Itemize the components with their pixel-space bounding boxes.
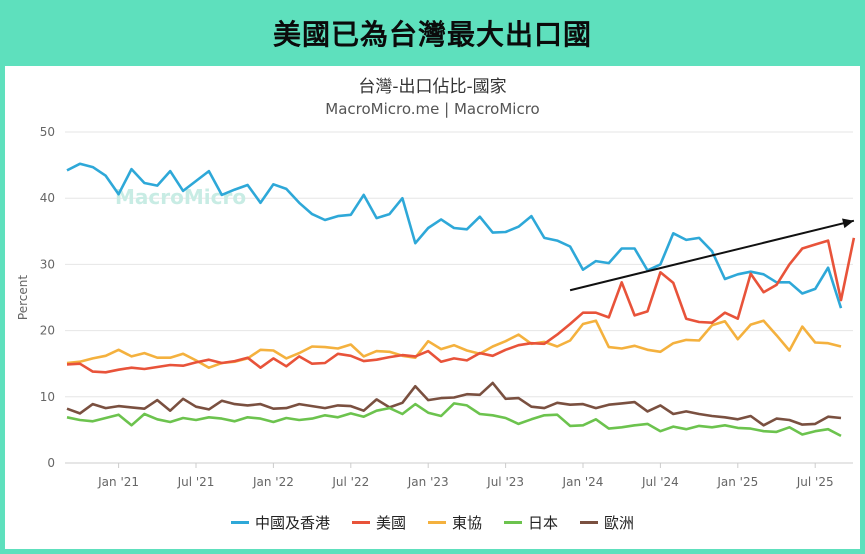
grid: 0 10 20 30 40 50 Jan '21 Jul '21 Jan '22 Jul '22 J… <box>40 125 853 489</box>
legend-label: 中國及香港 <box>254 514 330 532</box>
trend-arrow-head <box>842 218 854 229</box>
x-tick-label: Jan '23 <box>407 475 449 489</box>
x-tick-label: Jan '24 <box>562 475 604 489</box>
y-tick-label: 0 <box>47 456 55 470</box>
legend-label: 日本 <box>528 514 559 532</box>
chart-subtitle: MacroMicro.me | MacroMicro <box>325 100 540 118</box>
annotation-layer <box>569 218 855 292</box>
y-tick-label: 20 <box>40 324 55 338</box>
chart-title: 台灣-出口佔比-國家 <box>358 77 507 97</box>
legend-label: 美國 <box>375 514 406 532</box>
legend-swatch <box>427 521 446 524</box>
y-axis-label: Percent <box>16 275 30 320</box>
x-tick-label: Jul '23 <box>486 475 524 489</box>
x-tick-label: Jul '22 <box>331 475 369 489</box>
legend-swatch <box>351 521 370 524</box>
x-tick-label: Jul '24 <box>641 475 679 489</box>
trend-arrow-line <box>569 219 855 292</box>
legend-label: 東協 <box>451 514 482 532</box>
legend-item-4[interactable]: 歐洲 <box>580 512 634 533</box>
series-layer <box>66 162 856 438</box>
legend-item-2[interactable]: 東協 <box>427 512 482 533</box>
x-tick-label: Jan '21 <box>97 475 139 489</box>
legend-swatch <box>504 521 522 524</box>
series-line-4 <box>66 381 842 427</box>
chart-card: 0 10 20 30 40 50 Jan '21 Jul '21 Jan '22 Jul '22 J… <box>5 66 860 549</box>
series-line-2 <box>66 319 842 370</box>
y-tick-label: 50 <box>40 125 55 139</box>
legend-label: 歐洲 <box>604 514 635 532</box>
x-tick-label: Jan '22 <box>252 475 294 489</box>
chart-svg: 0 10 20 30 40 50 Jan '21 Jul '21 Jan '22 Jul '22 J… <box>16 125 856 489</box>
series-line-0 <box>66 162 843 309</box>
y-tick-label: 30 <box>40 257 55 271</box>
legend-swatch <box>230 521 249 524</box>
y-tick-label: 40 <box>40 191 55 205</box>
series-line-3 <box>66 402 842 438</box>
legend: 中國及香港 美國 東協 日本 歐洲 <box>5 512 860 533</box>
legend-item-1[interactable]: 美國 <box>351 512 406 533</box>
x-tick-label: Jul '25 <box>796 475 834 489</box>
y-tick-label: 10 <box>40 390 55 404</box>
legend-item-0[interactable]: 中國及香港 <box>230 512 330 533</box>
x-tick-label: Jan '25 <box>716 475 758 489</box>
legend-item-3[interactable]: 日本 <box>504 512 558 533</box>
x-tick-label: Jul '21 <box>177 475 215 489</box>
series-line-1 <box>66 237 856 374</box>
legend-swatch <box>580 521 599 524</box>
banner-title: 美國已為台灣最大出口國 <box>272 18 592 51</box>
